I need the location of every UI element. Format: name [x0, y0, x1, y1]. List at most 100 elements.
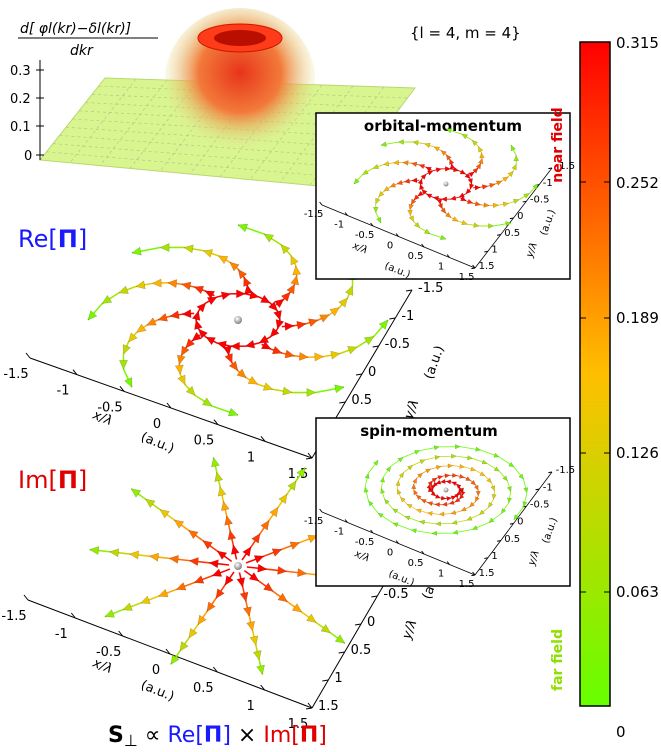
x-tick-label: 0	[153, 417, 161, 432]
y-tick-label: 0.5	[504, 534, 520, 545]
y-tick-label: 0.5	[351, 643, 372, 658]
field-arrow-head	[364, 472, 370, 479]
field-arrow-head	[159, 509, 170, 519]
field-arrow-head	[475, 496, 480, 503]
field-arrow-head	[249, 290, 260, 300]
orbital-axes: -1.5-1-0.500.511.51.510.50-0.5-1-1.5x/λ(…	[304, 161, 575, 283]
y-tick-mark	[305, 457, 313, 460]
field-arrow-head	[454, 492, 460, 499]
field-arrow-head	[465, 476, 472, 481]
field-arrow-head	[306, 613, 317, 623]
y-tick-mark	[339, 401, 346, 404]
field-arrow-head	[217, 486, 227, 497]
field-arrow-head	[412, 140, 419, 146]
field-arrow-head	[491, 494, 497, 500]
y-tick-label: -0.5	[385, 337, 410, 352]
orbital-vector-field	[353, 128, 539, 240]
field-arrow-head	[490, 485, 496, 492]
x-tick-label: 1.5	[288, 467, 309, 482]
colorbar-gradient	[579, 41, 611, 707]
field-arrow-head	[445, 154, 452, 161]
field-arrow-head	[450, 195, 457, 201]
x-tick-mark	[165, 648, 171, 655]
y-tick-mark	[305, 707, 313, 710]
field-arrow-head	[280, 244, 291, 255]
field-arrow-head	[459, 463, 466, 469]
y-tick-mark	[371, 595, 378, 598]
field-arrow-head	[243, 276, 252, 287]
field-arrow-head	[406, 503, 413, 509]
x-tick-label: 0.5	[193, 681, 214, 696]
field-arrow-head	[454, 497, 461, 503]
field-arrow-head	[410, 161, 418, 167]
field-arrow-head	[375, 197, 381, 205]
colorbar-tick-0.063: 0.063	[616, 583, 659, 601]
field-arrow-head	[435, 465, 442, 470]
y-tick-label: 0.5	[351, 393, 372, 408]
field-arrow-head	[252, 650, 262, 661]
x-tick-label: -1.5	[1, 609, 26, 624]
field-arrow-head	[507, 497, 513, 504]
field-arrow-head	[224, 575, 234, 586]
field-arrow-head	[104, 609, 115, 618]
field-arrow-head	[284, 349, 295, 359]
field-arrow-head	[481, 184, 489, 190]
field-arrow-head	[297, 568, 308, 577]
y-axis-label: y/λ	[401, 398, 422, 423]
x-axis-label: x/λ	[90, 407, 115, 429]
x-tick-label: 0.5	[194, 434, 215, 449]
field-arrow-head	[432, 195, 439, 202]
field-arrow-head	[188, 557, 199, 566]
x-tick-mark	[23, 594, 29, 601]
y-tick-mark	[535, 488, 540, 491]
y-tick-mark	[355, 373, 363, 376]
field-arrow-head	[260, 520, 270, 531]
z-tick-0.3: 0.3	[10, 64, 31, 79]
field-arrow-head	[157, 313, 168, 322]
field-arrow-head	[417, 472, 423, 479]
field-arrow-head	[397, 457, 404, 463]
field-arrow-head	[470, 479, 476, 486]
field-arrow-head	[495, 180, 503, 186]
field-arrow-head	[444, 473, 451, 479]
field-arrow-head	[198, 328, 208, 339]
field-arrow-head	[396, 179, 403, 186]
field-arrow-head	[461, 133, 468, 140]
colorbar-tick-0.252: 0.252	[616, 174, 659, 192]
field-arrow-head	[251, 533, 261, 544]
x-tick-label: 1.5	[288, 717, 309, 732]
field-arrow-head	[185, 385, 196, 396]
field-arrow-head	[122, 602, 133, 611]
field-arrow-head	[296, 467, 306, 478]
field-arrow-head	[449, 163, 456, 170]
re-vector-field	[87, 223, 389, 417]
y-tick-label: 1	[334, 671, 342, 686]
field-arrow-head	[419, 459, 426, 465]
field-arrow-head	[453, 166, 460, 173]
field-arrow-head	[414, 450, 421, 455]
field-arrow-head	[408, 203, 414, 211]
field-arrow-head	[488, 223, 495, 229]
field-arrow-head	[228, 407, 239, 417]
x-tick-mark	[72, 369, 78, 375]
field-arrow-head	[410, 528, 417, 534]
field-arrow-head	[451, 453, 457, 459]
field-arrow-head	[363, 336, 375, 346]
field-arrow-head	[458, 486, 464, 493]
field-arrow-head	[475, 446, 482, 452]
field-arrow-head	[522, 501, 528, 508]
field-arrow-head	[435, 167, 442, 173]
field-arrow-head	[181, 281, 192, 291]
x-tick-mark	[260, 684, 266, 691]
field-arrow-head	[474, 184, 481, 191]
field-arrow-head	[334, 384, 345, 394]
im-origin-ball	[234, 562, 242, 570]
field-arrow-head	[510, 144, 516, 152]
x-tick-label: -0.5	[97, 400, 122, 415]
field-arrow-head	[217, 255, 229, 264]
field-arrow-head	[452, 529, 459, 535]
field-arrow-head	[174, 364, 184, 375]
spin-inset-frame	[315, 417, 571, 587]
field-arrow-head	[196, 302, 207, 313]
field-arrow-head	[211, 457, 220, 468]
